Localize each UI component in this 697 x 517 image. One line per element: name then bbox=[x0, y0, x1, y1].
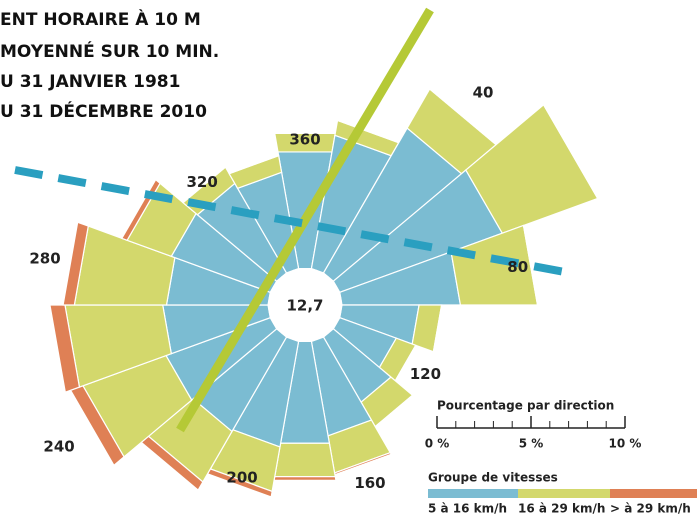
direction-label: 320 bbox=[186, 173, 217, 191]
direction-label: 200 bbox=[226, 468, 257, 486]
sector-segment bbox=[432, 304, 443, 352]
scale-tick-label: 0 % bbox=[425, 437, 450, 451]
rose bbox=[49, 88, 599, 498]
direction-label: 360 bbox=[289, 131, 320, 149]
legend-swatch bbox=[518, 489, 610, 498]
direction-label: 160 bbox=[354, 474, 385, 492]
sector-segment bbox=[228, 155, 279, 175]
sector-segment bbox=[543, 104, 599, 199]
legend-label: 5 à 16 km/h bbox=[428, 502, 507, 516]
sector-segment bbox=[273, 475, 337, 481]
legend-label: > à 29 km/h bbox=[610, 502, 691, 516]
sector-segment bbox=[522, 225, 539, 306]
direction-label: 280 bbox=[29, 250, 60, 268]
calm-label: 12,7 bbox=[286, 297, 323, 315]
title-line: ENT HORAIRE À 10 M bbox=[0, 8, 201, 30]
legend: 0 % 5 % 10 % 5 à 16 km/h 16 à 29 km/h > à 29 … bbox=[425, 416, 697, 516]
legend-label: 16 à 29 km/h bbox=[518, 502, 605, 516]
sector-segment bbox=[182, 166, 226, 204]
direction-label: 40 bbox=[473, 83, 494, 101]
legend-swatch bbox=[428, 489, 518, 498]
calm-circle bbox=[268, 268, 342, 342]
title-line: U 31 DÉCEMBRE 2010 bbox=[0, 100, 207, 122]
direction-label: 120 bbox=[410, 365, 441, 383]
scale-tick-label: 5 % bbox=[519, 437, 544, 451]
direction-label: 80 bbox=[507, 258, 528, 276]
legend-swatch bbox=[610, 489, 697, 498]
title-line: MOYENNÉ SUR 10 MIN. bbox=[0, 40, 219, 62]
sector-segment bbox=[62, 221, 89, 306]
runway-line bbox=[176, 7, 434, 433]
scale-tick-label: 10 % bbox=[609, 437, 642, 451]
sector-segment bbox=[49, 304, 81, 394]
title-line: U 31 JANVIER 1981 bbox=[0, 72, 180, 92]
legend-title: Groupe de vitesses bbox=[428, 471, 558, 485]
dashed-line bbox=[14, 166, 566, 276]
direction-label: 240 bbox=[43, 438, 74, 456]
sector-segment bbox=[274, 442, 336, 478]
scale-title: Pourcentage par direction bbox=[437, 399, 614, 413]
